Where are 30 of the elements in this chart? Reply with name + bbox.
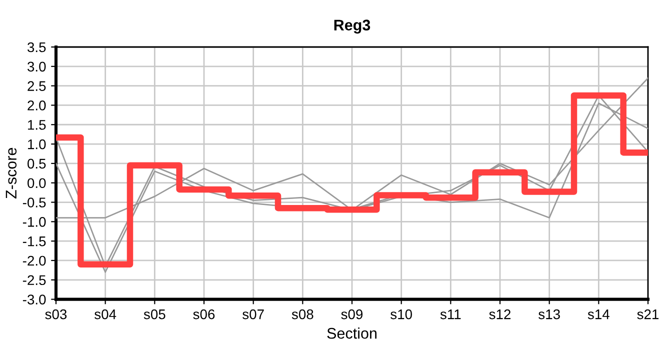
y-tick-label: -0.5 — [22, 198, 46, 208]
y-tick-label: 1.0 — [28, 139, 46, 150]
y-tick-label: 0.0 — [28, 178, 46, 188]
y-tick-label: -2.0 — [22, 256, 46, 266]
y-tick-label: 0.5 — [28, 158, 46, 169]
x-tick-label: s07 — [242, 309, 264, 320]
x-tick-label: s09 — [341, 309, 363, 320]
y-tick-label: -3.0 — [22, 294, 46, 304]
x-tick-label: s04 — [94, 309, 116, 320]
x-tick-label: s12 — [489, 309, 510, 320]
y-tick-label: 1.5 — [28, 120, 46, 130]
y-tick-label: 3.5 — [28, 42, 46, 52]
y-tick-label: -1.5 — [22, 236, 46, 246]
y-tick-label: -1.0 — [22, 217, 46, 227]
x-tick-label: s05 — [144, 309, 166, 320]
y-axis-title: Z-score — [6, 148, 17, 199]
y-tick-label: -2.5 — [22, 275, 46, 286]
x-tick-label: s11 — [440, 310, 461, 320]
x-tick-label: s06 — [193, 309, 215, 320]
x-tick-label: s21 — [637, 309, 659, 320]
y-tick-label: 2.5 — [28, 81, 46, 91]
x-axis-title: Section — [327, 328, 376, 339]
y-tick-label: 3.0 — [28, 62, 46, 72]
x-tick-label: s10 — [390, 309, 412, 320]
x-tick-label: s14 — [588, 310, 610, 320]
x-tick-label: s13 — [538, 309, 560, 320]
chart-title: Reg3 — [334, 20, 370, 34]
y-tick-label: 2.0 — [28, 100, 46, 110]
x-tick-label: s08 — [292, 309, 314, 320]
x-tick-label: s03 — [45, 309, 67, 320]
